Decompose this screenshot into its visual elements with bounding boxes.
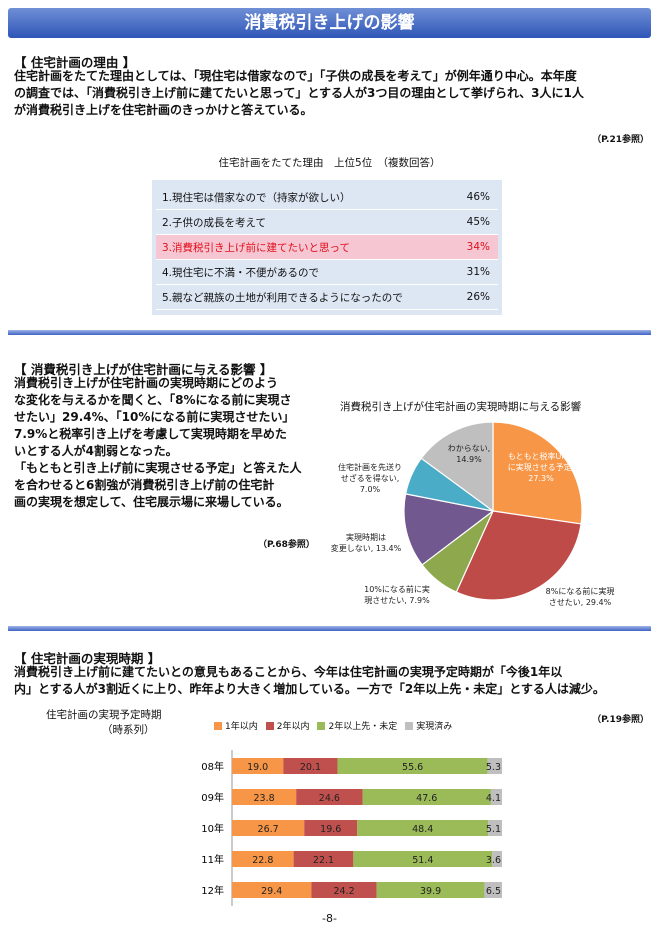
bar-segment <box>293 851 354 867</box>
pie-slice <box>420 421 494 513</box>
bar-segment <box>232 758 284 774</box>
section3-heading: 【 住宅計画の実現時期 】 <box>14 651 161 666</box>
page-title-banner: 消費税引き上げの影響 <box>8 8 651 38</box>
category-label: 10年 <box>201 822 224 835</box>
bar-segment <box>337 758 488 774</box>
pie-slice-label: 8%になる前に実現 させたい, 29.4% <box>545 587 615 607</box>
section3-text: 消費税引き上げ前に建てたいとの意見もあることから、今年は住宅計画の実現予定時期が… <box>14 665 605 696</box>
pie-slice <box>455 510 582 601</box>
section3-reference: （P.19参照） <box>592 715 649 725</box>
section-divider <box>8 626 651 631</box>
pie-slice-label: もともと税率UP前 に実現させる予定, 27.3% <box>507 452 575 483</box>
bar-value-label: 23.8 <box>254 793 275 804</box>
legend-swatch <box>405 721 414 730</box>
bar-segment <box>490 789 502 805</box>
legend-item: 2年以内 <box>265 719 310 732</box>
section1-heading: 【 住宅計画の理由 】 <box>14 55 136 70</box>
pie-slice-label: 住宅計画を先送り せざるを得ない, 7.0% <box>338 463 402 494</box>
category-label: 09年 <box>201 791 224 804</box>
bar-value-label: 19.0 <box>247 762 268 773</box>
pie-slice-label: 実現時期は 変更しない, 13.4% <box>330 533 402 553</box>
ranking-row-2: 2.子供の成長を考えて 45% <box>156 210 498 235</box>
bar-value-label: 29.4 <box>261 886 282 897</box>
pie-slice-label: わからない, 14.9% <box>447 444 491 464</box>
bar-value-label: 39.9 <box>420 886 441 897</box>
page-number: -8- <box>322 912 337 925</box>
legend-item: 実現済み <box>405 719 452 732</box>
bar-value-label: 6.5 <box>486 886 501 897</box>
category-label: 08年 <box>201 760 224 773</box>
category-label: 11年 <box>201 853 224 866</box>
bar-value-label: 22.8 <box>252 855 273 866</box>
section2-heading: 【 消費税引き上げが住宅計画に与える影響 】 <box>14 362 273 377</box>
pie-slice-label: 10%になる前に実 現させたい, 7.9% <box>364 585 430 605</box>
bar-segment <box>487 758 502 774</box>
bar-segment <box>311 882 377 898</box>
pie-slice <box>403 493 495 566</box>
bar-value-label: 5.3 <box>486 762 501 773</box>
bar-segment <box>304 820 358 836</box>
section2-text: 消費税引き上げが住宅計画の実現時期にどのよう な変化を与えるかを聞くと、「8%に… <box>14 376 302 509</box>
pie-slice <box>492 421 583 525</box>
bar-segment <box>283 758 338 774</box>
ranking-table-title: 住宅計画をたてた理由 上位5位 （複数回答） <box>218 157 441 169</box>
bar-value-label: 26.7 <box>258 824 279 835</box>
bar-value-label: 47.6 <box>416 793 437 804</box>
bar-value-label: 5.1 <box>486 824 501 835</box>
bar-segment <box>488 820 502 836</box>
ranking-row-1: 1.現住宅は借家なので（持家が欲しい） 46% <box>156 185 498 210</box>
pie-chart-title: 消費税引き上げが住宅計画の実現時期に与える影響 <box>340 401 582 413</box>
bar-value-label: 24.2 <box>333 886 354 897</box>
bar-segment <box>362 789 491 805</box>
bar-chart-title: 住宅計画の実現予定時期 （時系列） <box>46 709 162 736</box>
section1-text: 住宅計画をたてた理由としては、「現住宅は借家なので」「子供の成長を考えて」が例年… <box>14 69 584 117</box>
bar-value-label: 24.6 <box>319 793 340 804</box>
legend-label: 2年以内 <box>276 722 310 732</box>
ranking-row-5: 5.親など親族の土地が利用できるようになったので 26% <box>156 285 498 310</box>
bar-value-label: 20.1 <box>300 762 321 773</box>
bar-segment <box>492 851 502 867</box>
section2-reference: （P.68参照） <box>258 540 315 550</box>
bar-value-label: 3.6 <box>486 855 501 866</box>
bar-value-label: 55.6 <box>402 762 423 773</box>
legend-label: 2年以上先・未定 <box>328 722 398 732</box>
category-label: 12年 <box>201 884 224 897</box>
bar-value-label: 48.4 <box>412 824 433 835</box>
section-divider <box>8 330 651 335</box>
ranking-row-4: 4.現住宅に不満・不便があるので 31% <box>156 260 498 285</box>
bar-segment <box>232 789 297 805</box>
bar-value-label: 4.1 <box>486 793 501 804</box>
ranking-row-3-highlighted: 3.消費税引き上げ前に建てたいと思って 34% <box>156 235 498 260</box>
bar-segment <box>376 882 485 898</box>
legend-label: 1年以内 <box>225 722 258 732</box>
bar-segment <box>232 851 294 867</box>
bar-segment <box>353 851 493 867</box>
ranking-table: 1.現住宅は借家なので（持家が欲しい） 46% 2.子供の成長を考えて 45% 3.… <box>152 180 502 315</box>
bar-value-label: 51.4 <box>412 855 433 866</box>
legend-swatch <box>317 721 326 730</box>
bar-segment <box>357 820 489 836</box>
legend-swatch <box>214 721 222 730</box>
legend-swatch <box>265 721 274 730</box>
bar-segment <box>232 882 312 898</box>
bar-segment <box>484 882 502 898</box>
bar-chart-legend: 1年以内 2年以内 2年以上先・未定 実現済み <box>214 719 452 732</box>
legend-label: 実現済み <box>416 722 453 732</box>
bar-segment <box>232 820 305 836</box>
bar-segment <box>296 789 363 805</box>
bar-value-label: 22.1 <box>313 855 334 866</box>
section1-reference: （P.21参照） <box>592 135 649 145</box>
legend-item: 1年以内 <box>214 719 258 732</box>
legend-item: 2年以上先・未定 <box>317 719 397 732</box>
bar-value-label: 19.6 <box>320 824 341 835</box>
